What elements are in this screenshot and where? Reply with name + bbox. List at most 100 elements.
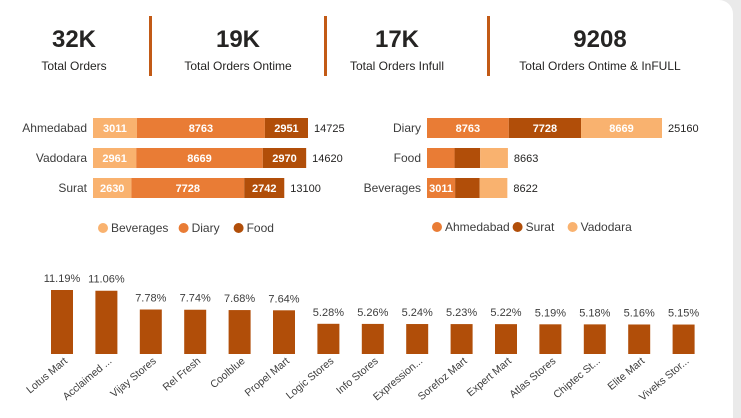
data-label: 2951	[274, 123, 298, 135]
bar[interactable]	[361, 323, 384, 354]
bar[interactable]	[406, 324, 429, 354]
category-label: Chiptec St...	[551, 355, 603, 401]
bar-segment[interactable]	[93, 178, 132, 198]
data-label: 2970	[272, 153, 296, 165]
kpi-label: Total Orders	[41, 59, 107, 73]
total-label: 13100	[290, 183, 321, 195]
bar[interactable]	[184, 309, 207, 354]
data-label: 5.16%	[624, 307, 655, 319]
bar-segment[interactable]	[136, 118, 265, 138]
legend-marker	[567, 222, 578, 232]
data-label: 3011	[103, 123, 127, 135]
kpi-label: Total Orders Infull	[349, 59, 445, 73]
category-label: Food	[394, 151, 421, 165]
data-label: 8669	[609, 123, 633, 135]
data-label: 8763	[456, 123, 480, 135]
bar-segment[interactable]	[262, 148, 307, 168]
kpi-total-orders-infull[interactable]: 17K Total Orders Infull	[337, 26, 457, 74]
data-label: 8669	[187, 153, 211, 165]
bar[interactable]	[95, 290, 118, 354]
legend-item: Food	[247, 221, 274, 235]
category-label: Atlas Stores	[507, 355, 558, 401]
bar[interactable]	[51, 290, 73, 354]
category-label: Logic Stores	[284, 355, 336, 402]
data-label: 2742	[252, 183, 276, 195]
bar-segment[interactable]	[480, 148, 508, 168]
legend-marker	[233, 223, 244, 233]
legend-marker	[432, 222, 442, 232]
bar[interactable]	[228, 310, 251, 354]
category-label: Acclaimed ...	[61, 355, 115, 403]
category-label: Beverages	[364, 181, 421, 195]
legend-marker	[98, 223, 108, 233]
bar[interactable]	[672, 324, 695, 354]
bar-segment[interactable]	[136, 148, 263, 168]
category-label: Ahmedabad	[22, 121, 87, 135]
bar-segment[interactable]	[427, 118, 509, 138]
data-label: 7728	[533, 123, 557, 135]
data-label: 5.22%	[490, 307, 521, 319]
bar-segment[interactable]	[454, 148, 481, 168]
bar-segment[interactable]	[455, 178, 480, 198]
bar-segment[interactable]	[244, 178, 285, 198]
data-label: 5.28%	[313, 307, 344, 319]
bar-segment[interactable]	[93, 148, 137, 168]
data-label: 8763	[189, 123, 213, 135]
data-label: 7.74%	[180, 293, 211, 305]
data-label: 11.06%	[88, 274, 125, 286]
kpi-total-orders[interactable]: 32K Total Orders	[24, 26, 124, 74]
bar[interactable]	[139, 309, 162, 354]
data-label: 5.18%	[579, 307, 610, 319]
legend-item: Diary	[192, 221, 220, 235]
kpi-total-orders-ontime[interactable]: 19K Total Orders Ontime	[168, 26, 308, 74]
bar[interactable]	[273, 310, 295, 354]
legend-marker	[512, 222, 523, 232]
kpi-value: 9208	[573, 26, 627, 53]
total-label: 14620	[312, 153, 343, 165]
bar-segment[interactable]	[131, 178, 245, 198]
category-label: Expert Mart	[465, 355, 514, 399]
bar[interactable]	[495, 324, 517, 354]
bar[interactable]	[583, 324, 606, 354]
kpi-row: 32K Total Orders 19K Total Orders Ontime…	[0, 0, 733, 90]
data-label: 7.64%	[268, 293, 299, 305]
scrollbar[interactable]	[733, 0, 741, 418]
bar-segment[interactable]	[93, 118, 137, 138]
category-label: Sorefoz Mart	[416, 355, 470, 403]
legend-item: Surat	[526, 220, 555, 234]
kpi-total-orders-otif[interactable]: 9208 Total Orders Ontime & InFULL	[512, 26, 688, 74]
kpi-separator	[324, 16, 327, 76]
bar-segment[interactable]	[264, 118, 308, 138]
bar-segment[interactable]	[427, 148, 455, 168]
legend-marker	[178, 223, 189, 233]
data-label: 7728	[176, 183, 200, 195]
bar-segment[interactable]	[581, 118, 662, 138]
bar-segment[interactable]	[479, 178, 508, 198]
category-label: Vijay Stores	[108, 355, 158, 400]
bar[interactable]	[317, 323, 340, 354]
data-label: 5.26%	[357, 307, 388, 319]
bar[interactable]	[539, 324, 562, 354]
data-label: 7.78%	[135, 293, 166, 305]
legend-item: Vadodara	[581, 220, 632, 234]
bar-segment[interactable]	[508, 118, 582, 138]
category-label: Diary	[393, 121, 421, 135]
total-label: 8622	[513, 183, 537, 195]
category-label: Vadodara	[36, 151, 87, 165]
legend-item: Beverages	[111, 221, 168, 235]
category-label: Rel Fresh	[161, 355, 204, 394]
data-label: 5.24%	[402, 307, 433, 319]
category-label: Lotus Mart	[24, 355, 70, 396]
kpi-label: Total Orders Ontime & InFULL	[519, 59, 681, 73]
kpi-value: 19K	[215, 26, 261, 53]
kpi-value: 17K	[374, 26, 420, 53]
category-label: Elite Mart	[605, 355, 647, 393]
data-label: 2961	[102, 153, 126, 165]
data-label: 5.19%	[535, 307, 566, 319]
bar[interactable]	[450, 324, 473, 354]
bar[interactable]	[628, 324, 651, 354]
bar-segment[interactable]	[427, 178, 456, 198]
